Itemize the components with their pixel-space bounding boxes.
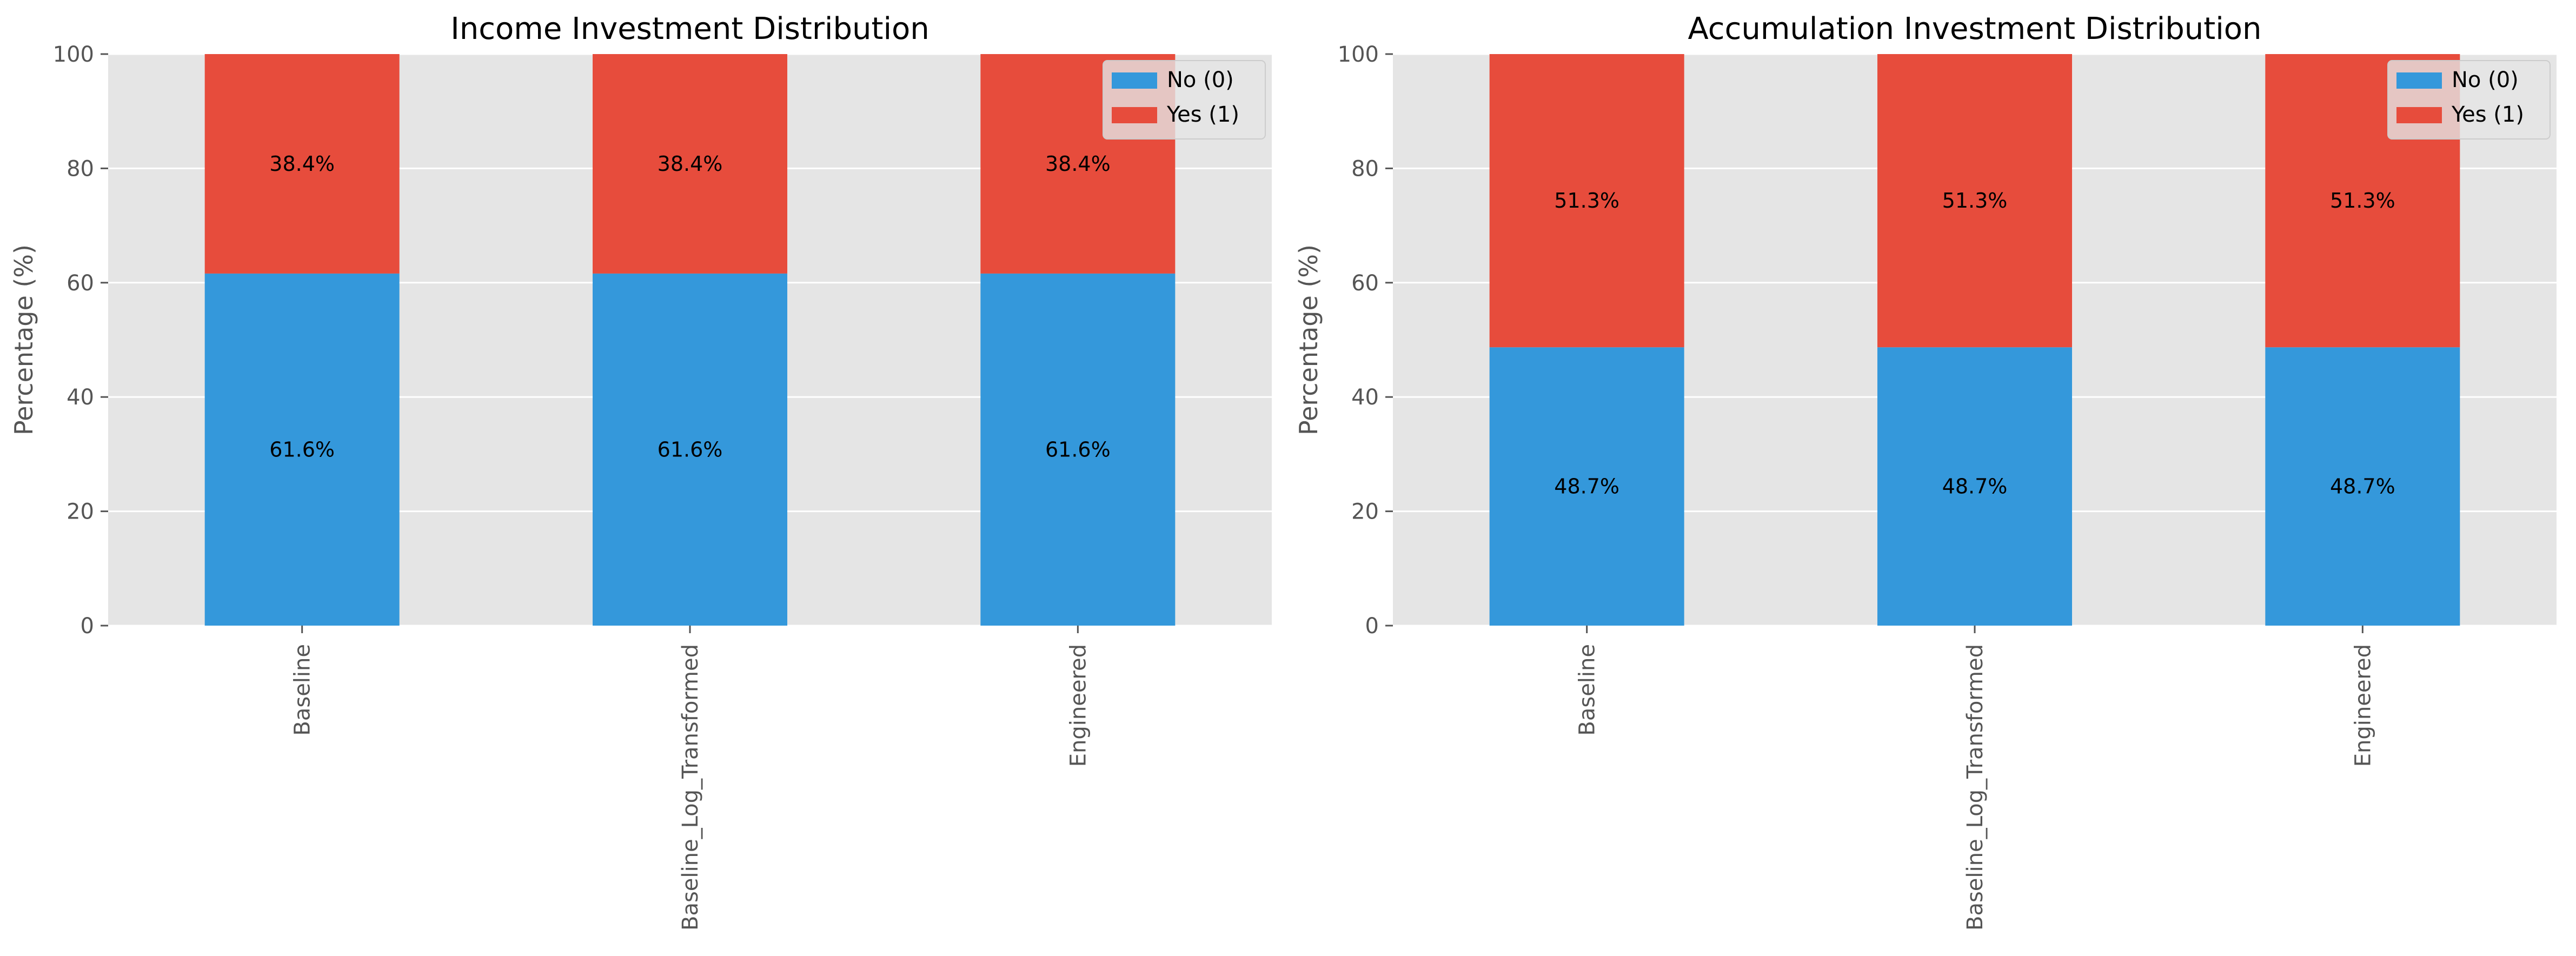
y-axis: 0 20 40 60 80 100 <box>1338 42 1393 639</box>
bar-value-label: 51.3% <box>2330 189 2395 213</box>
bar-segment <box>204 54 400 274</box>
bars: 48.7% 51.3% 48.7% 51.3% 48.7% 51.3% <box>1489 54 2460 626</box>
bar-value-label: 51.3% <box>1554 189 1619 213</box>
y-tick-label: 0 <box>81 614 94 639</box>
bar-segment <box>1877 347 2072 626</box>
y-tick-label: 80 <box>67 156 94 181</box>
bar-value-label: 61.6% <box>269 437 335 461</box>
accumulation-chart-panel: 48.7% 51.3% 48.7% 51.3% 48.7% 51.3% 0 20 40 60 80… <box>1294 11 2557 931</box>
y-tick-label: 0 <box>1365 614 1379 639</box>
y-tick-label: 60 <box>1351 271 1379 296</box>
legend-swatch <box>2396 72 2442 89</box>
bar-value-label: 48.7% <box>2330 475 2395 499</box>
bar-value-label: 48.7% <box>1942 475 2008 499</box>
bar-value-label: 51.3% <box>1942 189 2008 213</box>
legend: No (0) Yes (1) <box>2387 60 2551 140</box>
legend-swatch <box>1112 72 1157 89</box>
legend-label: No (0) <box>2452 68 2519 92</box>
x-tick-label: Baseline <box>290 644 315 736</box>
y-axis-label: Percentage (%) <box>1294 244 1323 435</box>
y-tick-label: 20 <box>67 500 94 525</box>
y-axis-label: Percentage (%) <box>9 244 38 435</box>
legend-swatch <box>2396 107 2442 123</box>
y-tick-label: 40 <box>67 385 94 410</box>
y-tick-label: 60 <box>67 271 94 296</box>
y-tick-label: 100 <box>53 42 94 67</box>
legend-swatch <box>1112 107 1157 123</box>
x-axis: Baseline Baseline_Log_Transformed Engineer… <box>290 626 1091 931</box>
bar-value-label: 38.4% <box>269 152 335 176</box>
legend-label: Yes (1) <box>1166 102 1239 127</box>
bar-segment <box>204 273 400 626</box>
bar-segment <box>593 54 787 274</box>
chart-title: Accumulation Investment Distribution <box>1688 11 2261 47</box>
bar-segment <box>2265 347 2460 626</box>
legend: No (0) Yes (1) <box>1103 60 1266 140</box>
legend-label: No (0) <box>1167 68 1234 92</box>
x-axis: Baseline Baseline_Log_Transformed Engineer… <box>1575 626 2375 931</box>
bar-segment <box>1489 347 1684 626</box>
income-chart-panel: 61.6% 38.4% 61.6% 38.4% 61.6% 38.4% 0 20 40 60 80… <box>9 11 1272 931</box>
chart-title: Income Investment Distribution <box>450 11 930 47</box>
bar-value-label: 38.4% <box>658 152 723 176</box>
x-tick-label: Engineered <box>1066 644 1091 767</box>
x-tick-label: Baseline_Log_Transformed <box>1963 644 1988 931</box>
y-axis: 0 20 40 60 80 100 <box>53 42 108 639</box>
y-tick-label: 100 <box>1338 42 1379 67</box>
bar-value-label: 48.7% <box>1554 475 1619 499</box>
x-tick-label: Baseline_Log_Transformed <box>678 644 703 931</box>
y-tick-label: 80 <box>1351 156 1379 181</box>
bar-value-label: 61.6% <box>1045 437 1111 461</box>
y-tick-label: 40 <box>1351 385 1379 410</box>
x-tick-label: Baseline <box>1575 644 1600 736</box>
bar-segment <box>1489 54 1684 348</box>
bar-value-label: 61.6% <box>658 437 723 461</box>
bar-segment <box>980 273 1176 626</box>
x-tick-label: Engineered <box>2351 644 2375 767</box>
legend-label: Yes (1) <box>2451 102 2524 127</box>
bar-segment <box>1877 54 2072 348</box>
bar-value-label: 38.4% <box>1045 152 1111 176</box>
bars: 61.6% 38.4% 61.6% 38.4% 61.6% 38.4% <box>204 54 1176 626</box>
y-tick-label: 20 <box>1351 500 1379 525</box>
bar-segment <box>593 273 787 626</box>
